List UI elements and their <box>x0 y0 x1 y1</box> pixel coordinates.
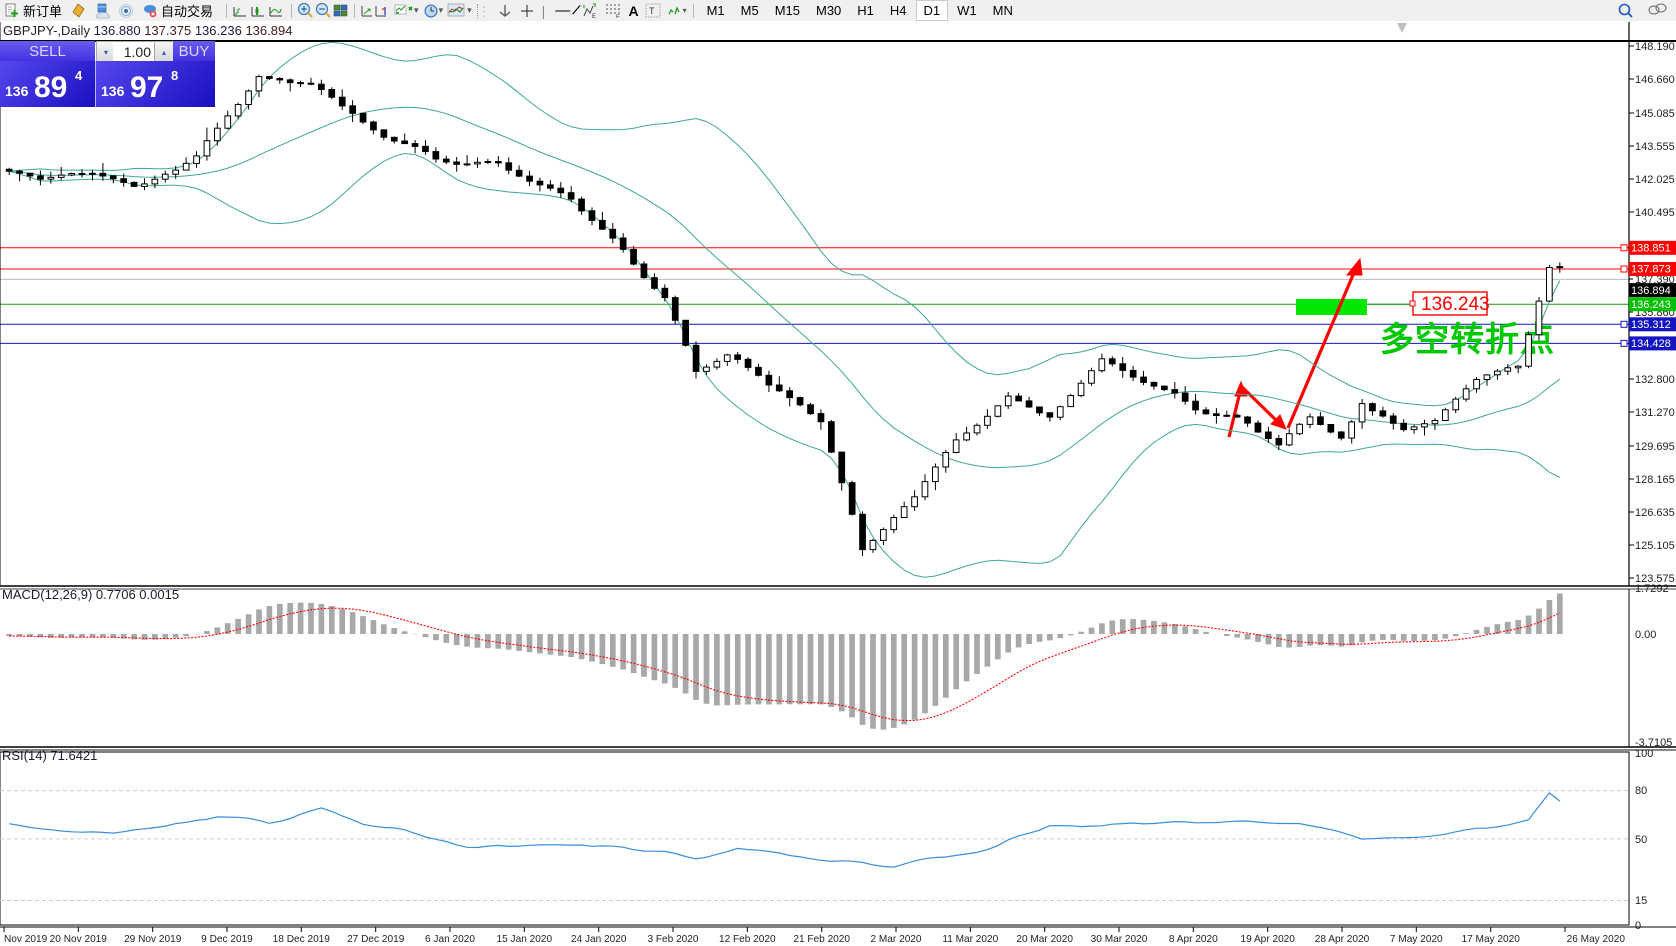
svg-text:6 Jan 2020: 6 Jan 2020 <box>425 934 475 945</box>
svg-text:MACD(12,26,9) 0.7706 0.0015: MACD(12,26,9) 0.7706 0.0015 <box>2 587 179 602</box>
svg-text:136.243: 136.243 <box>1631 299 1671 311</box>
svg-text:17 May 2020: 17 May 2020 <box>1462 934 1521 945</box>
svg-text:126.635: 126.635 <box>1635 507 1675 519</box>
svg-text:8 Apr 2020: 8 Apr 2020 <box>1169 934 1218 945</box>
svg-text:131.270: 131.270 <box>1635 407 1675 419</box>
svg-text:140.495: 140.495 <box>1635 207 1675 219</box>
svg-text:28 Apr 2020: 28 Apr 2020 <box>1315 934 1370 945</box>
svg-text:134.428: 134.428 <box>1631 338 1671 350</box>
svg-text:E: E <box>592 14 596 19</box>
svg-text:128.165: 128.165 <box>1635 474 1675 486</box>
svg-text:50: 50 <box>1635 834 1647 846</box>
svg-text:132.800: 132.800 <box>1635 374 1675 386</box>
svg-text:135.312: 135.312 <box>1631 319 1671 331</box>
svg-text:12 Feb 2020: 12 Feb 2020 <box>719 934 776 945</box>
svg-text:20 Mar 2020: 20 Mar 2020 <box>1016 934 1073 945</box>
svg-text:11 Mar 2020: 11 Mar 2020 <box>942 934 998 945</box>
svg-text:123.575: 123.575 <box>1635 573 1675 585</box>
svg-text:F: F <box>616 15 620 18</box>
svg-text:RSI(14) 71.6421: RSI(14) 71.6421 <box>2 748 97 763</box>
svg-text:0.00: 0.00 <box>1635 629 1656 641</box>
svg-text:24 Jan 2020: 24 Jan 2020 <box>571 934 627 945</box>
svg-text:2 Mar 2020: 2 Mar 2020 <box>870 934 921 945</box>
svg-text:9 Dec 2019: 9 Dec 2019 <box>201 934 253 945</box>
svg-text:129.695: 129.695 <box>1635 441 1675 453</box>
svg-text:136.243: 136.243 <box>1421 294 1490 315</box>
svg-text:19 Apr 2020: 19 Apr 2020 <box>1240 934 1295 945</box>
svg-text:15 Jan 2020: 15 Jan 2020 <box>497 934 553 945</box>
svg-text:137.390: 137.390 <box>1635 274 1675 286</box>
svg-text:143.555: 143.555 <box>1635 141 1675 153</box>
svg-text:0: 0 <box>1635 920 1641 932</box>
svg-text:3 Feb 2020: 3 Feb 2020 <box>647 934 698 945</box>
svg-text:-3.7105: -3.7105 <box>1635 737 1672 749</box>
svg-text:多空转折点: 多空转折点 <box>1380 321 1555 359</box>
svg-text:145.085: 145.085 <box>1635 108 1675 120</box>
svg-text:7 May 2020: 7 May 2020 <box>1390 934 1443 945</box>
svg-text:136.894: 136.894 <box>1631 285 1671 297</box>
svg-text:125.105: 125.105 <box>1635 540 1675 552</box>
svg-text:138.851: 138.851 <box>1631 243 1671 255</box>
svg-text:146.660: 146.660 <box>1635 74 1675 86</box>
svg-text:80: 80 <box>1635 785 1647 797</box>
svg-text:137.873: 137.873 <box>1631 264 1671 276</box>
svg-text:30 Mar 2020: 30 Mar 2020 <box>1091 934 1148 945</box>
svg-text:15: 15 <box>1635 895 1647 907</box>
svg-text:142.025: 142.025 <box>1635 174 1675 186</box>
svg-text:T: T <box>649 6 655 16</box>
svg-text:Nov 2019: Nov 2019 <box>4 934 48 945</box>
svg-text:18 Dec 2019: 18 Dec 2019 <box>273 934 331 945</box>
svg-text:148.190: 148.190 <box>1635 41 1675 53</box>
svg-text:27 Dec 2019: 27 Dec 2019 <box>347 934 405 945</box>
svg-text:20 Nov 2019: 20 Nov 2019 <box>50 934 108 945</box>
svg-text:1.7292: 1.7292 <box>1635 583 1669 595</box>
svg-text:26 May 2020: 26 May 2020 <box>1567 934 1626 945</box>
svg-text:29 Nov 2019: 29 Nov 2019 <box>124 934 182 945</box>
svg-text:135.860: 135.860 <box>1635 307 1675 319</box>
svg-text:100: 100 <box>1635 748 1653 760</box>
svg-text:21 Feb 2020: 21 Feb 2020 <box>793 934 850 945</box>
